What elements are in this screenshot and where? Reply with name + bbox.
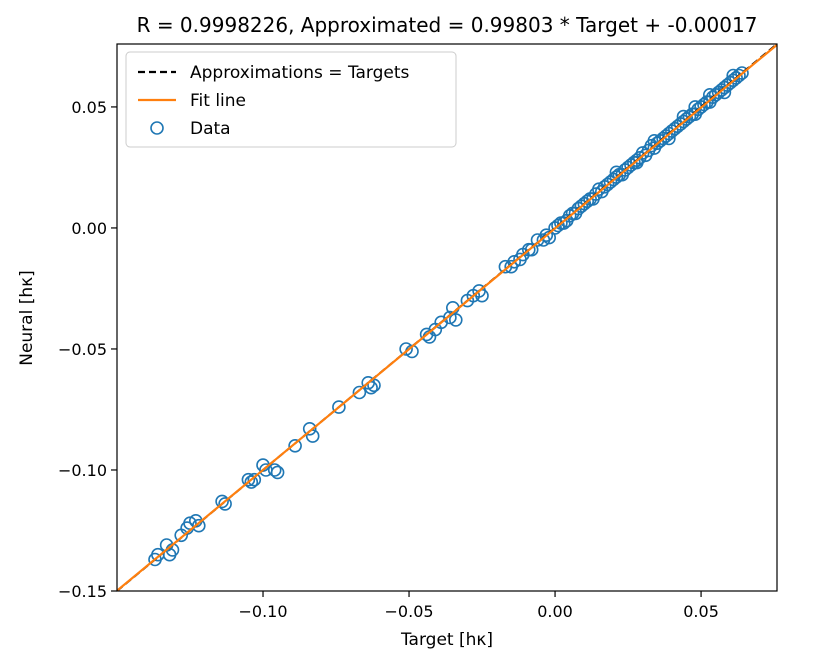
data-point — [399, 342, 413, 356]
data-point — [244, 475, 259, 489]
legend-fit-label: Fit line — [190, 91, 246, 111]
data-point — [288, 438, 302, 453]
data-point — [507, 254, 522, 269]
data-point — [682, 109, 697, 124]
y-tick-label: −0.05 — [58, 340, 107, 359]
data-point — [609, 170, 624, 184]
data-point — [635, 146, 650, 160]
data-point — [443, 310, 457, 325]
data-point — [218, 497, 232, 511]
data-point — [580, 194, 595, 209]
y-tick-label: −0.15 — [58, 582, 107, 601]
x-tick-label: 0.00 — [537, 602, 573, 621]
x-axis-label: Target [hκ] — [400, 630, 493, 650]
data-point — [629, 155, 644, 170]
x-tick-label: 0.05 — [683, 602, 719, 621]
x-tick-label: −0.05 — [385, 602, 434, 621]
data-point — [332, 400, 346, 414]
data-point — [524, 242, 539, 257]
data-point — [267, 463, 282, 477]
data-point — [352, 385, 367, 400]
y-tick-label: 0.00 — [71, 219, 107, 238]
data-point — [539, 228, 554, 242]
x-tick-label: −0.10 — [239, 602, 288, 621]
data-point — [192, 518, 206, 533]
data-point — [247, 472, 262, 487]
data-point — [270, 465, 285, 480]
legend-data-label: Data — [190, 119, 231, 139]
data-point — [302, 421, 317, 436]
data-point — [215, 494, 229, 509]
data-point — [732, 68, 746, 83]
data-point — [562, 209, 577, 223]
data-point — [735, 66, 749, 80]
y-axis-label: Neural [hκ] — [17, 270, 37, 366]
legend-box — [125, 51, 457, 148]
y-tick-label: −0.10 — [58, 461, 107, 480]
data-point — [448, 313, 463, 327]
legend-identity-label: Approximations = Targets — [190, 63, 410, 83]
legend-data-swatch — [150, 121, 164, 135]
legend: Approximations = Targets Fit line Data — [125, 51, 457, 148]
y-axis-ticks: −0.15 −0.10 −0.05 0.00 0.05 — [58, 98, 117, 601]
x-axis-ticks: −0.10 −0.05 0.00 0.05 — [239, 591, 719, 621]
plot-frame-border — [116, 43, 778, 592]
chart-title: R = 0.9998226, Approximated = 0.99803 * … — [137, 13, 758, 37]
data-point — [241, 472, 256, 487]
y-tick-label: 0.05 — [71, 98, 107, 117]
data-points — [148, 66, 749, 567]
fit-line — [117, 44, 777, 591]
data-point — [697, 97, 711, 112]
